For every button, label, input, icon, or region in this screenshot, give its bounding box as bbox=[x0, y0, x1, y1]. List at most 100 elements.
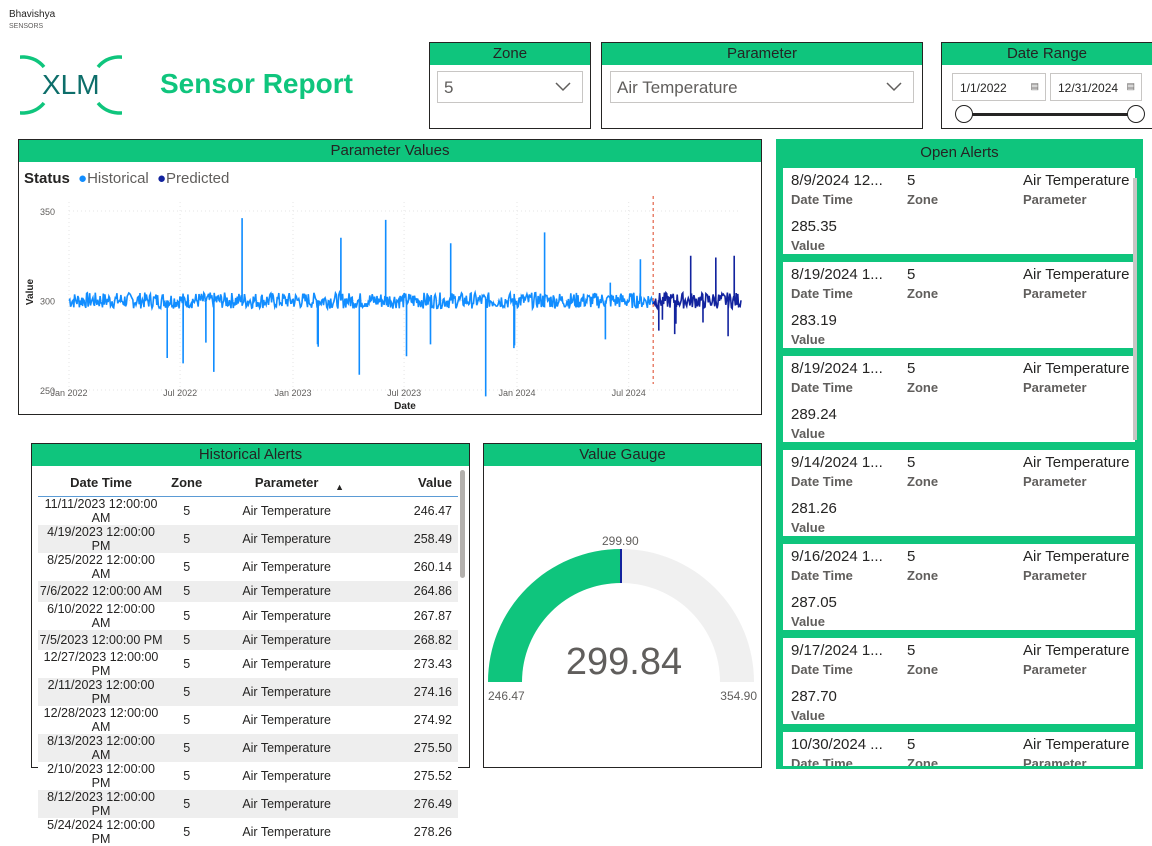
cell-value: 274.16 bbox=[364, 678, 458, 706]
alert-parameter-label: Parameter bbox=[1023, 756, 1087, 766]
end-date-input[interactable]: 12/31/2024 ▤ bbox=[1050, 73, 1142, 101]
col-header-zone[interactable]: Zone bbox=[164, 468, 209, 497]
cell-parameter: Air Temperature bbox=[209, 678, 364, 706]
cell-parameter: Air Temperature bbox=[209, 818, 364, 846]
alert-parameter: Air Temperature bbox=[1023, 548, 1129, 565]
gauge-value: 299.84 bbox=[566, 641, 682, 683]
alert-zone: 5 bbox=[907, 360, 915, 377]
cell-datetime: 8/13/2023 12:00:00 AM bbox=[38, 734, 164, 762]
alert-zone-label: Zone bbox=[907, 474, 938, 489]
cell-parameter: Air Temperature bbox=[209, 734, 364, 762]
alert-parameter-label: Parameter bbox=[1023, 474, 1087, 489]
cell-parameter: Air Temperature bbox=[209, 762, 364, 790]
open-alerts-scrollbar[interactable] bbox=[1133, 178, 1137, 440]
calendar-icon[interactable]: ▤ bbox=[1030, 81, 1039, 92]
x-tick-label: Jul 2024 bbox=[612, 388, 646, 398]
open-alerts-title: Open Alerts bbox=[779, 142, 1140, 164]
alert-datetime-label: Date Time bbox=[791, 662, 853, 677]
alert-datetime: 8/19/2024 1... bbox=[791, 360, 883, 377]
cell-datetime: 8/12/2023 12:00:00 PM bbox=[38, 790, 164, 818]
alert-datetime-label: Date Time bbox=[791, 568, 853, 583]
cell-zone: 5 bbox=[164, 525, 209, 553]
series-line-historical bbox=[69, 218, 653, 396]
date-range-end-handle[interactable] bbox=[1127, 105, 1145, 123]
col-header-parameter[interactable]: Parameter▲ bbox=[209, 468, 364, 497]
alert-datetime-label: Date Time bbox=[791, 474, 853, 489]
chevron-down-icon bbox=[554, 78, 572, 101]
cell-value: 273.43 bbox=[364, 650, 458, 678]
historical-alerts-panel: Historical Alerts Date Time Zone Paramet… bbox=[31, 443, 470, 768]
cell-datetime: 12/27/2023 12:00:00 PM bbox=[38, 650, 164, 678]
date-range-slicer: Date Range 1/1/2022 ▤ 12/31/2024 ▤ bbox=[941, 42, 1152, 129]
gauge-min: 246.47 bbox=[488, 689, 525, 703]
value-gauge-title: Value Gauge bbox=[484, 444, 761, 466]
cell-value: 264.86 bbox=[364, 581, 458, 602]
y-tick-label: 350 bbox=[40, 207, 55, 217]
alert-parameter-label: Parameter bbox=[1023, 380, 1087, 395]
sort-asc-icon[interactable]: ▲ bbox=[335, 482, 344, 492]
gauge-chart[interactable]: 299.90 299.84 246.47 354.90 bbox=[484, 466, 761, 766]
cell-parameter: Air Temperature bbox=[209, 790, 364, 818]
start-date-input[interactable]: 1/1/2022 ▤ bbox=[952, 73, 1046, 101]
x-tick-label: Jul 2022 bbox=[163, 388, 197, 398]
cell-value: 260.14 bbox=[364, 553, 458, 581]
zone-dropdown[interactable]: 5 bbox=[437, 71, 583, 103]
cell-datetime: 6/10/2022 12:00:00 AM bbox=[38, 602, 164, 630]
calendar-icon[interactable]: ▤ bbox=[1126, 81, 1135, 92]
zone-slicer-title: Zone bbox=[430, 43, 590, 65]
cell-parameter: Air Temperature bbox=[209, 497, 364, 526]
col-header-datetime[interactable]: Date Time bbox=[38, 468, 164, 497]
alert-value: 285.35 bbox=[791, 218, 837, 235]
cell-zone: 5 bbox=[164, 630, 209, 651]
alert-value: 287.05 bbox=[791, 594, 837, 611]
alert-datetime-label: Date Time bbox=[791, 286, 853, 301]
y-axis-label: Value bbox=[25, 279, 36, 306]
parameter-dropdown[interactable]: Air Temperature bbox=[610, 71, 914, 103]
date-range-start-handle[interactable] bbox=[955, 105, 973, 123]
alert-datetime: 9/14/2024 1... bbox=[791, 454, 883, 471]
alert-value-label: Value bbox=[791, 614, 825, 629]
alert-parameter-label: Parameter bbox=[1023, 286, 1087, 301]
x-tick-label: Jan 2024 bbox=[498, 388, 535, 398]
alert-datetime: 10/30/2024 ... bbox=[791, 736, 883, 753]
alert-datetime: 9/17/2024 1... bbox=[791, 642, 883, 659]
alert-value: 289.24 bbox=[791, 406, 837, 423]
cell-value: 276.49 bbox=[364, 790, 458, 818]
cell-datetime: 2/11/2023 12:00:00 PM bbox=[38, 678, 164, 706]
table-scrollbar[interactable] bbox=[460, 470, 465, 578]
alert-parameter: Air Temperature bbox=[1023, 360, 1129, 377]
alert-parameter: Air Temperature bbox=[1023, 736, 1129, 753]
col-header-value[interactable]: Value bbox=[364, 468, 458, 497]
x-tick-label: Jan 2022 bbox=[50, 388, 87, 398]
cell-datetime: 7/6/2022 12:00:00 AM bbox=[38, 581, 164, 602]
cell-datetime: 5/24/2024 12:00:00 PM bbox=[38, 818, 164, 846]
alert-zone: 5 bbox=[907, 736, 915, 753]
x-axis-label: Date bbox=[394, 401, 416, 412]
cell-parameter: Air Temperature bbox=[209, 525, 364, 553]
alert-value: 283.19 bbox=[791, 312, 837, 329]
date-range-track[interactable] bbox=[962, 113, 1138, 116]
alert-zone-label: Zone bbox=[907, 380, 938, 395]
